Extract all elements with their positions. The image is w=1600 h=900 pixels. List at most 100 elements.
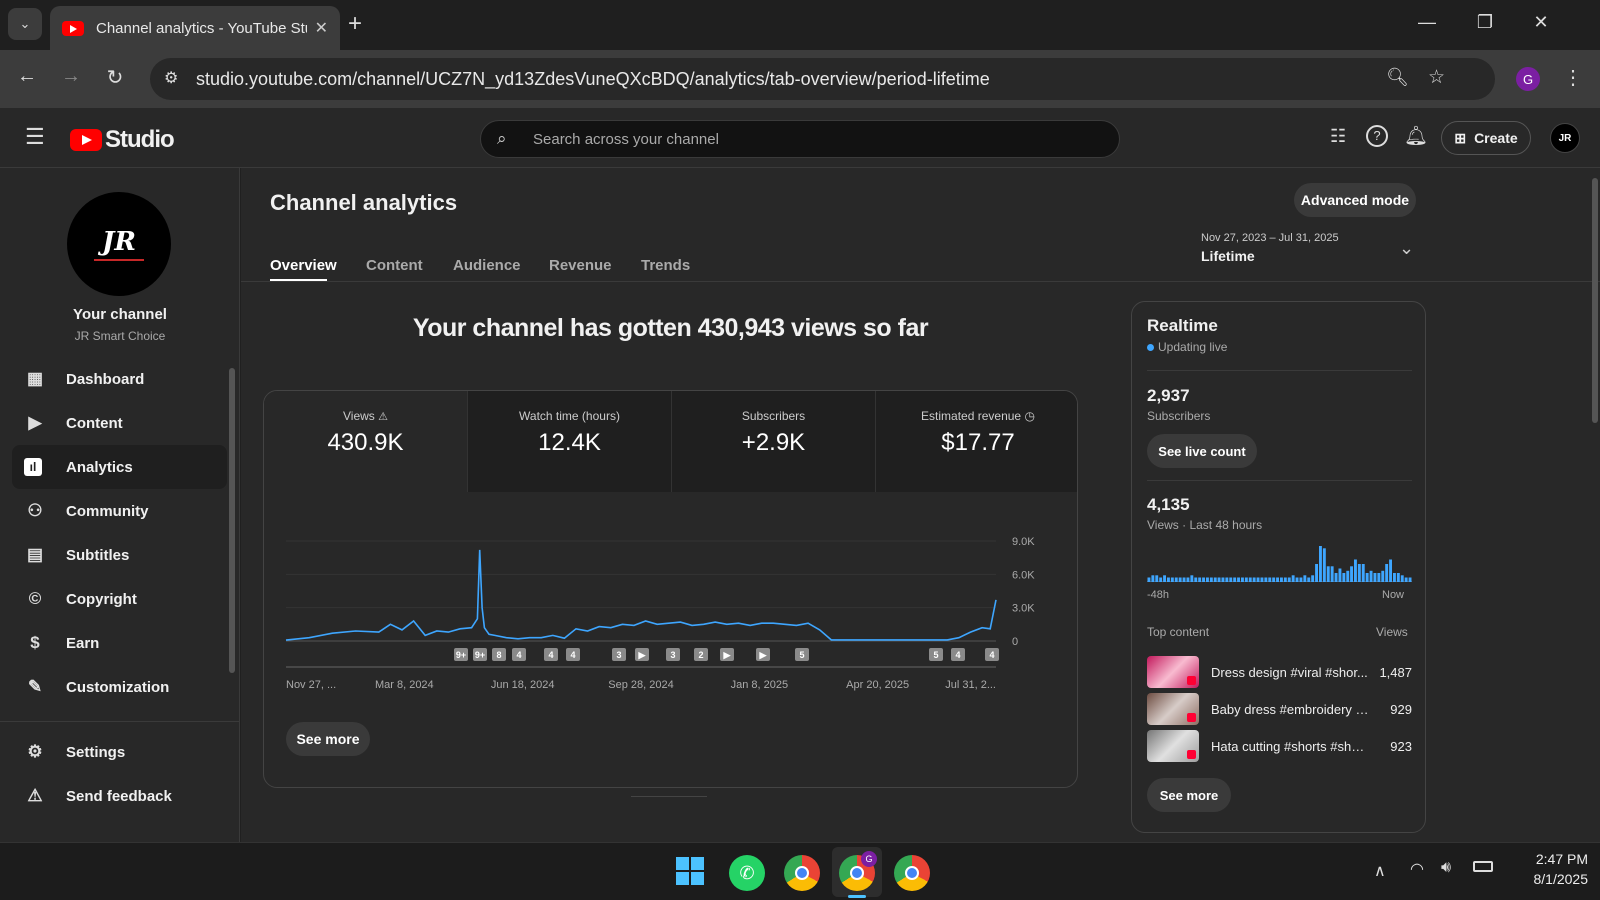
chrome-alt-profile-icon[interactable] [894, 855, 930, 891]
sidebar-item-earn[interactable]: $ Earn [12, 621, 227, 665]
sidebar-item-copyright[interactable]: © Copyright [12, 577, 227, 621]
tab-trends[interactable]: Trends [641, 257, 691, 274]
sidebar-item-customization[interactable]: ✎ Customization [12, 665, 227, 709]
annotation-marker [985, 648, 999, 661]
tab-audience[interactable]: Audience [453, 257, 521, 274]
realtime-views-bar-chart[interactable] [1147, 542, 1412, 582]
video-thumbnail [1147, 730, 1199, 762]
restore-icon[interactable]: ❐ [1476, 12, 1494, 32]
realtime-status-text: Updating live [1158, 340, 1228, 354]
bookmark-star-icon[interactable]: ☆ [1428, 67, 1446, 88]
earn-dollar-icon: $ [30, 633, 40, 652]
zoom-icon[interactable]: 🔍︎ [1386, 67, 1409, 87]
chrome-icon[interactable] [784, 855, 820, 891]
sidebar-item-dashboard[interactable]: ▦ Dashboard [12, 357, 227, 401]
channel-logo-underline [94, 259, 144, 261]
metric-estimated-revenue[interactable]: Estimated revenue ◷ $17.77 [876, 391, 1077, 492]
clock-date[interactable]: 8/1/2025 [1533, 871, 1589, 887]
feature-requests-icon[interactable]: ☷ [1330, 126, 1347, 146]
realtime-bar [1303, 575, 1307, 582]
close-window-icon[interactable]: ✕ [1533, 12, 1549, 32]
metric-watch-time[interactable]: Watch time (hours) 12.4K [468, 391, 672, 492]
page-title: Channel analytics [270, 190, 458, 215]
windows-start-icon[interactable] [676, 857, 704, 885]
sidebar-item-content[interactable]: ▶ Content [12, 401, 227, 445]
battery-icon[interactable] [1473, 861, 1493, 872]
realtime-bar [1334, 573, 1338, 582]
advanced-mode-button[interactable]: Advanced mode [1294, 183, 1416, 217]
annotation-marker-label: 3 [670, 650, 675, 660]
page-scrollbar[interactable] [1592, 178, 1598, 423]
wifi-icon[interactable]: ◠ [1410, 861, 1424, 878]
tab-revenue[interactable]: Revenue [549, 257, 612, 274]
sidebar-item-community[interactable]: ⚇ Community [12, 489, 227, 533]
realtime-bar [1221, 577, 1225, 582]
sidebar-item-analytics[interactable]: ıl Analytics [12, 445, 227, 489]
annotation-marker-label: ▶ [638, 650, 647, 660]
close-tab-icon[interactable]: ✕ [314, 20, 328, 37]
tab-content[interactable]: Content [366, 257, 423, 274]
whatsapp-icon[interactable]: ✆ [729, 855, 765, 891]
annotation-marker-label: 4 [516, 650, 521, 660]
realtime-bar [1346, 570, 1350, 582]
sidebar-scrollbar[interactable] [229, 368, 235, 673]
tray-overflow-chevron-icon[interactable]: ∧ [1374, 863, 1386, 880]
reload-icon[interactable]: ↻ [106, 67, 124, 89]
sidebar-item-send-feedback[interactable]: ⚠ Send feedback [12, 774, 227, 818]
realtime-bar [1276, 577, 1279, 582]
copyright-icon: © [28, 589, 42, 608]
notifications-bell-icon[interactable]: 🔔︎ [1404, 126, 1429, 147]
back-icon[interactable]: ← [17, 65, 37, 87]
account-avatar[interactable]: JR [1550, 123, 1580, 153]
sidebar-item-subtitles[interactable]: ▤ Subtitles [12, 533, 227, 577]
youtube-studio-logo[interactable]: Studio [70, 126, 175, 154]
realtime-title: Realtime [1147, 316, 1218, 335]
create-button[interactable]: ⊞ Create [1441, 121, 1531, 155]
video-views: 1,487 [1379, 664, 1412, 680]
date-range-selector[interactable]: Nov 27, 2023 – Jul 31, 2025 Lifetime [1201, 228, 1433, 276]
x-tick-label: Jun 18, 2024 [491, 679, 555, 691]
clock-time[interactable]: 2:47 PM [1535, 851, 1588, 867]
browser-menu-icon[interactable]: ⋮ [1563, 67, 1583, 89]
your-channel-label[interactable]: Your channel [73, 306, 167, 323]
see-live-count-button[interactable]: See live count [1147, 434, 1257, 468]
date-range-text: Nov 27, 2023 – Jul 31, 2025 [1201, 232, 1339, 244]
metric-value: 430.9K [327, 429, 404, 456]
realtime-bar [1326, 566, 1330, 582]
url-text: studio.youtube.com/channel/UCZ7N_yd13Zde… [196, 68, 990, 89]
realtime-subscribers-value: 2,937 [1147, 386, 1190, 405]
new-tab-button[interactable]: + [348, 10, 363, 37]
forward-icon[interactable]: → [61, 65, 81, 87]
minimize-icon[interactable]: — [1418, 12, 1436, 32]
hamburger-menu-icon[interactable]: ☰ [25, 124, 45, 149]
browser-tab[interactable]: Channel analytics - YouTube Stu ✕ [50, 6, 340, 50]
help-icon[interactable]: ? [1366, 125, 1388, 147]
address-bar[interactable]: ⚙ studio.youtube.com/channel/UCZ7N_yd13Z… [150, 58, 1495, 100]
realtime-bar [1163, 575, 1166, 582]
tab-title: Channel analytics - YouTube Stu [96, 19, 307, 37]
channel-avatar[interactable]: JR [67, 192, 171, 296]
y-tick-label: 6.0K [1012, 569, 1035, 581]
tab-overview[interactable]: Overview [270, 257, 337, 274]
sidebar-item-label: Subtitles [66, 546, 130, 564]
x-tick-label: Mar 8, 2024 [375, 679, 434, 691]
channel-search-input[interactable]: ⌕ Search across your channel [480, 120, 1120, 158]
top-content-row[interactable]: Dress design #viral #shor... 1,487 [1147, 655, 1412, 689]
tab-search-button[interactable]: ⌄ [8, 8, 42, 40]
date-range-chevron-down-icon[interactable]: ⌄ [1399, 238, 1415, 258]
chrome-profile-icon[interactable]: G [839, 851, 877, 891]
metric-subscribers[interactable]: Subscribers +2.9K [672, 391, 876, 492]
volume-icon[interactable]: 🔊︎ [1441, 859, 1452, 876]
annotation-marker [756, 648, 770, 661]
realtime-bar [1299, 577, 1303, 582]
see-more-button[interactable]: See more [286, 722, 370, 756]
top-content-row[interactable]: Baby dress #embroidery #... 929 [1147, 692, 1412, 726]
see-more-top-content-button[interactable]: See more [1147, 778, 1231, 812]
views-line-chart[interactable]: 9.0K 6.0K 3.0K 0 9+ 9+ 8 4 4 4 3 ▶ 3 2 ▶ ▶ 5 5 4 4 Nov 27, .… [264, 511, 1078, 711]
annotation-marker [720, 648, 734, 661]
top-content-row[interactable]: Hata cutting #shorts #shor... 923 [1147, 729, 1412, 763]
sidebar-item-settings[interactable]: ⚙ Settings [12, 730, 227, 774]
site-info-icon[interactable]: ⚙ [164, 70, 179, 87]
metric-views[interactable]: Views ⚠ 430.9K [264, 391, 468, 492]
browser-profile-avatar[interactable]: G [1516, 67, 1540, 91]
